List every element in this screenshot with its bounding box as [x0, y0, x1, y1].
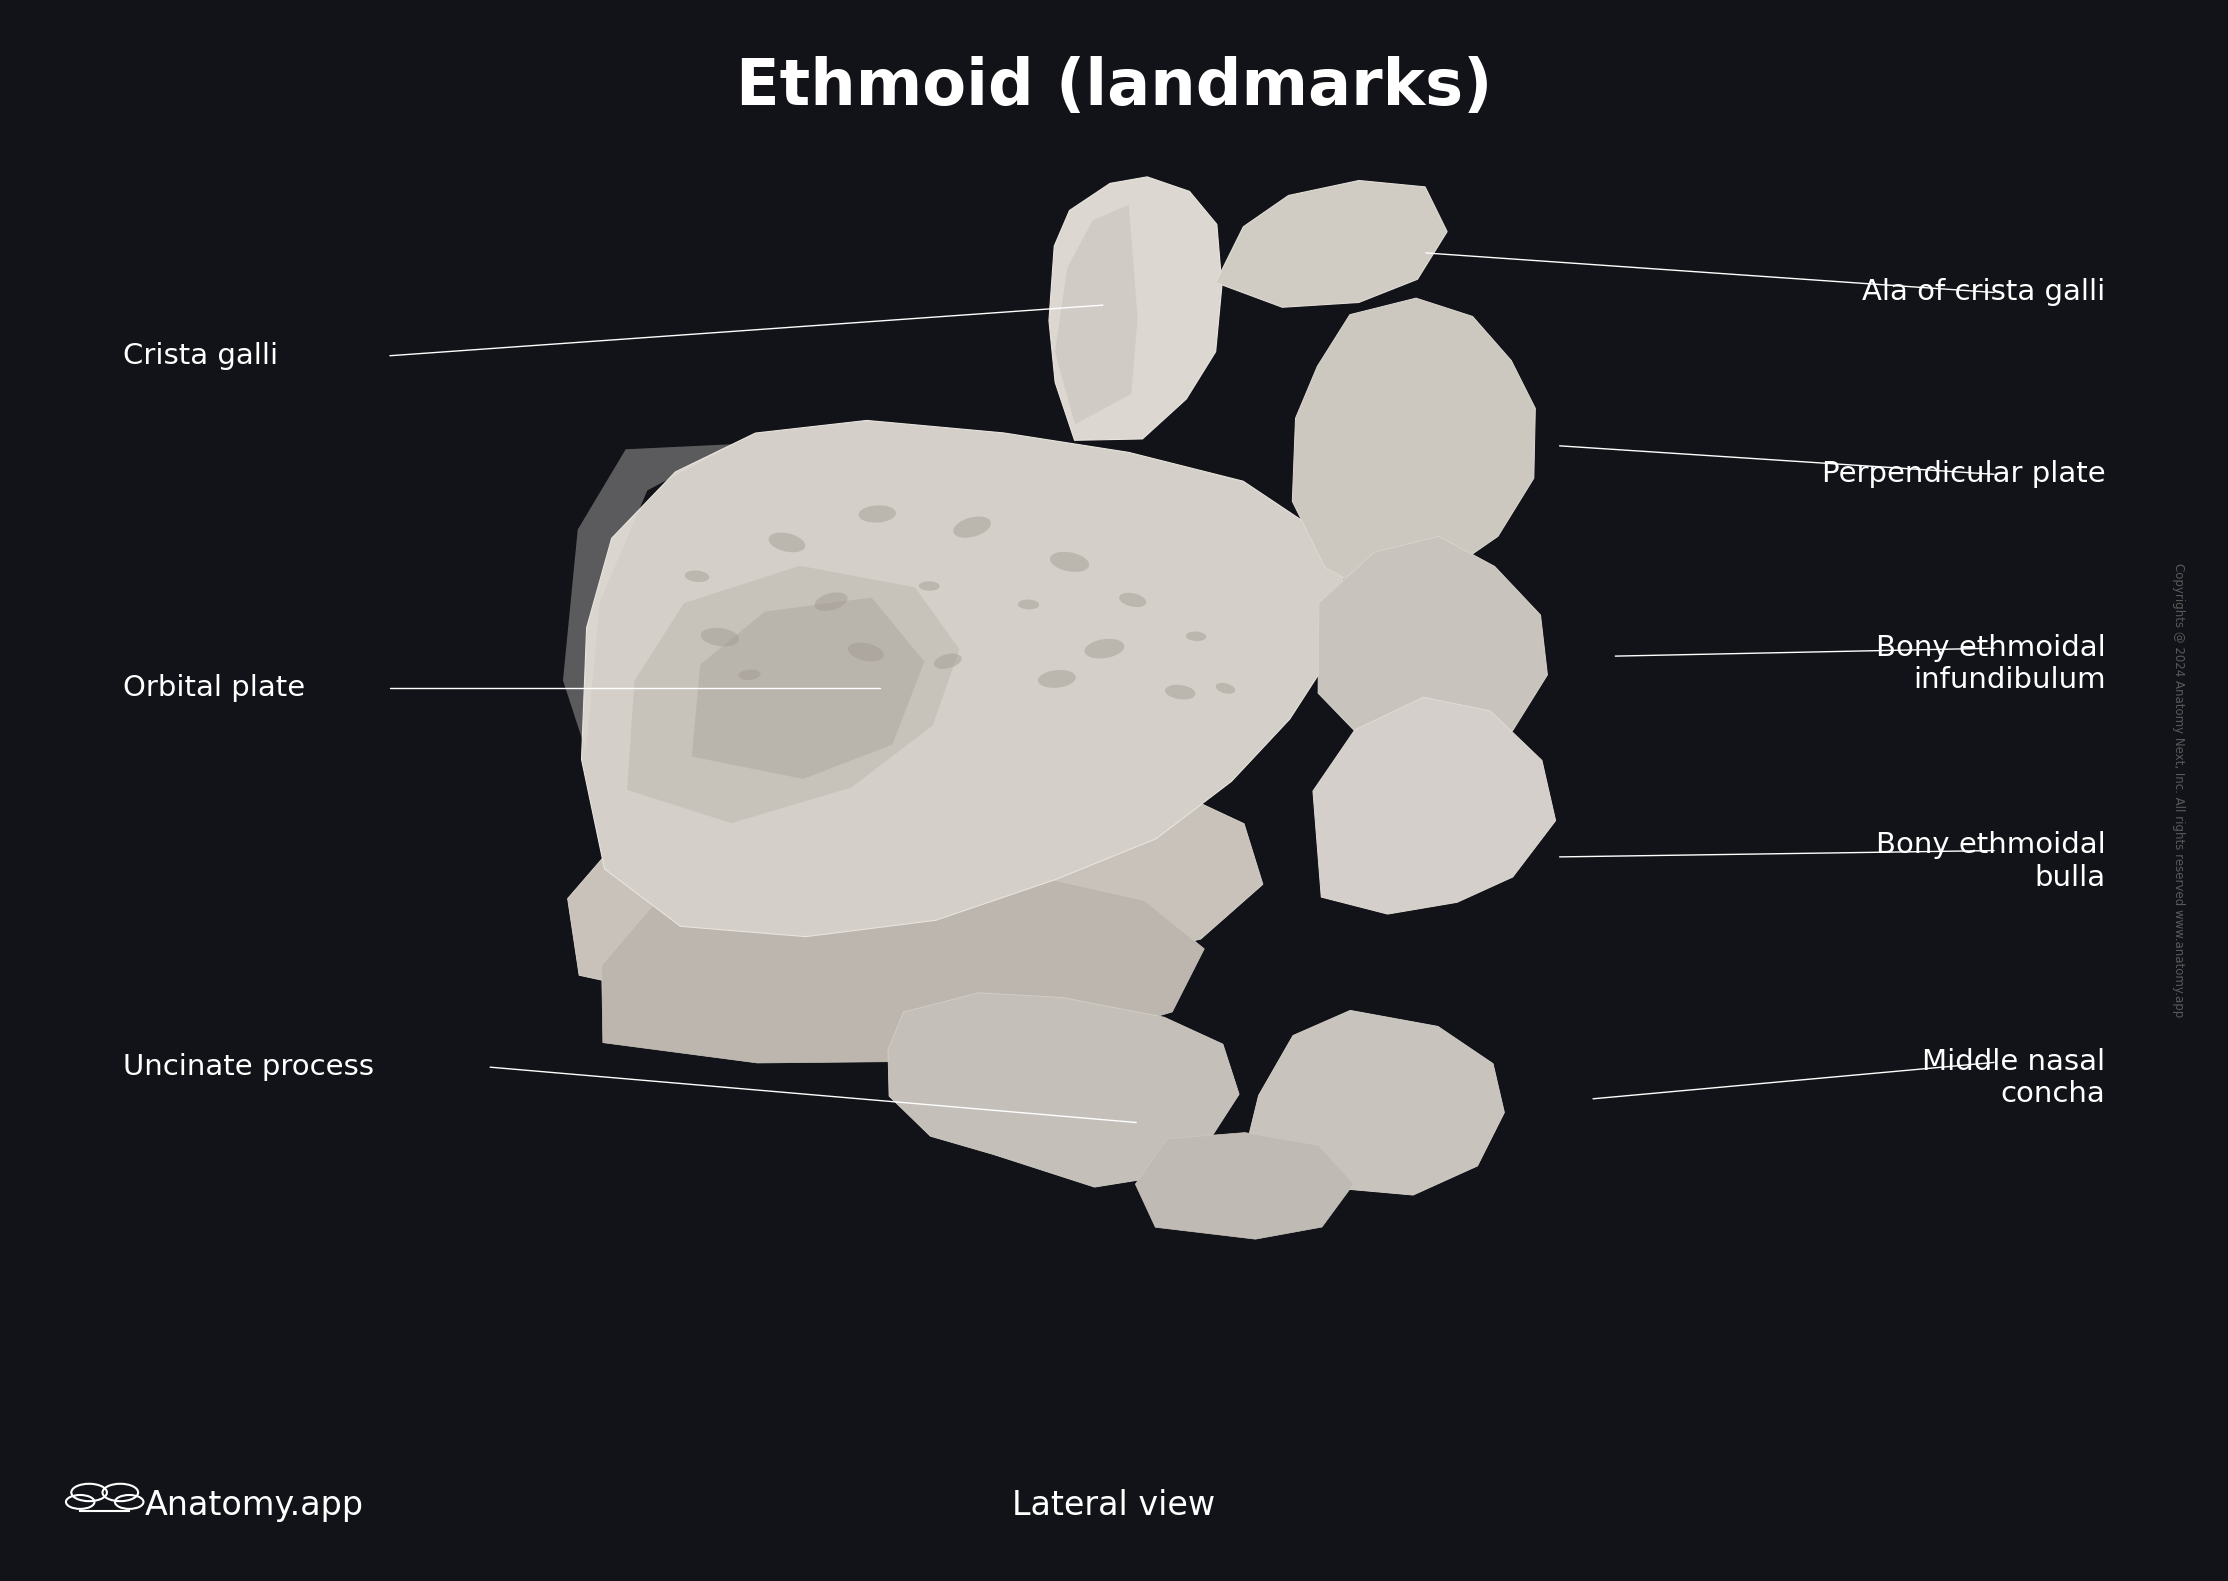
Text: Anatomy.app: Anatomy.app — [145, 1489, 363, 1521]
Ellipse shape — [1118, 593, 1145, 607]
Polygon shape — [602, 865, 1205, 1062]
Ellipse shape — [1165, 685, 1196, 699]
Ellipse shape — [737, 670, 760, 680]
Ellipse shape — [684, 571, 709, 582]
Ellipse shape — [849, 642, 885, 661]
Polygon shape — [568, 734, 1263, 1004]
Ellipse shape — [918, 582, 940, 591]
Ellipse shape — [702, 628, 740, 647]
Text: Perpendicular plate: Perpendicular plate — [1823, 460, 2105, 489]
Ellipse shape — [1185, 631, 1205, 640]
Text: Crista galli: Crista galli — [123, 341, 278, 370]
Polygon shape — [1216, 180, 1448, 307]
Text: Orbital plate: Orbital plate — [123, 674, 305, 702]
Polygon shape — [1319, 536, 1548, 767]
Text: Copyrights @ 2024 Anatomy Next, Inc. All rights reserved www.anatomy.app: Copyrights @ 2024 Anatomy Next, Inc. All… — [2172, 563, 2186, 1018]
Polygon shape — [1241, 1010, 1504, 1195]
Polygon shape — [889, 993, 1239, 1187]
Ellipse shape — [954, 517, 991, 538]
Ellipse shape — [934, 653, 962, 669]
Polygon shape — [691, 598, 925, 779]
Text: Ala of crista galli: Ala of crista galli — [1863, 278, 2105, 307]
Polygon shape — [1056, 206, 1139, 424]
Text: Ethmoid (landmarks): Ethmoid (landmarks) — [735, 55, 1493, 119]
Text: Middle nasal
concha: Middle nasal concha — [1923, 1048, 2105, 1108]
Text: Lateral view: Lateral view — [1012, 1489, 1216, 1521]
Polygon shape — [582, 421, 1343, 936]
Polygon shape — [1136, 1132, 1355, 1240]
Ellipse shape — [815, 593, 847, 610]
Ellipse shape — [1049, 552, 1089, 572]
Text: Bony ethmoidal
bulla: Bony ethmoidal bulla — [1876, 832, 2105, 892]
Polygon shape — [626, 566, 960, 824]
Ellipse shape — [1038, 670, 1076, 688]
Polygon shape — [1292, 299, 1535, 596]
Ellipse shape — [1085, 639, 1125, 658]
Text: Uncinate process: Uncinate process — [123, 1053, 374, 1081]
Ellipse shape — [858, 506, 896, 523]
Text: Bony ethmoidal
infundibulum: Bony ethmoidal infundibulum — [1876, 634, 2105, 694]
Ellipse shape — [1216, 683, 1234, 694]
Polygon shape — [1312, 697, 1555, 914]
Ellipse shape — [1018, 599, 1038, 609]
Ellipse shape — [769, 533, 804, 552]
Polygon shape — [564, 444, 735, 751]
Polygon shape — [1049, 177, 1221, 440]
